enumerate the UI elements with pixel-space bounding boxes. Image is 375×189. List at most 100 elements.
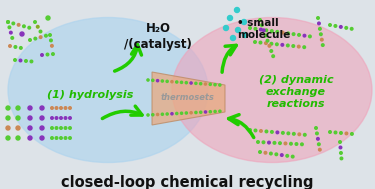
Circle shape — [54, 106, 58, 110]
Circle shape — [50, 44, 54, 48]
Circle shape — [339, 156, 344, 160]
Circle shape — [260, 23, 264, 27]
Polygon shape — [152, 72, 225, 125]
Circle shape — [316, 16, 320, 20]
Circle shape — [280, 31, 285, 35]
Circle shape — [46, 16, 50, 20]
Circle shape — [33, 37, 38, 41]
Circle shape — [259, 129, 263, 133]
Circle shape — [264, 41, 268, 45]
Circle shape — [59, 116, 63, 120]
Circle shape — [180, 112, 183, 115]
Circle shape — [160, 79, 164, 83]
Circle shape — [259, 28, 263, 32]
Circle shape — [236, 28, 240, 33]
Circle shape — [258, 18, 262, 22]
Circle shape — [16, 23, 21, 27]
Text: H₂O
/(catalyst): H₂O /(catalyst) — [124, 22, 192, 51]
Circle shape — [297, 132, 301, 136]
Circle shape — [27, 26, 31, 30]
Circle shape — [308, 34, 312, 38]
Circle shape — [291, 155, 295, 159]
Circle shape — [286, 31, 290, 35]
Circle shape — [275, 30, 279, 34]
Circle shape — [231, 36, 236, 40]
Circle shape — [218, 83, 222, 87]
Circle shape — [213, 110, 217, 113]
Circle shape — [292, 132, 296, 136]
Circle shape — [264, 28, 268, 32]
Circle shape — [273, 141, 276, 145]
Circle shape — [280, 43, 284, 47]
Circle shape — [6, 106, 10, 110]
Circle shape — [68, 106, 72, 110]
Circle shape — [6, 126, 10, 130]
Circle shape — [242, 19, 246, 25]
Circle shape — [40, 136, 44, 140]
Circle shape — [51, 52, 55, 56]
Ellipse shape — [172, 18, 372, 163]
Circle shape — [170, 80, 174, 84]
Circle shape — [146, 78, 150, 82]
Circle shape — [39, 29, 42, 33]
Circle shape — [234, 8, 240, 12]
Circle shape — [184, 81, 188, 84]
Circle shape — [258, 150, 262, 154]
Circle shape — [292, 32, 296, 36]
Circle shape — [68, 126, 72, 130]
Circle shape — [40, 106, 44, 110]
Circle shape — [281, 131, 285, 135]
Circle shape — [165, 80, 169, 83]
Circle shape — [28, 106, 32, 110]
Circle shape — [286, 131, 290, 135]
Circle shape — [6, 20, 10, 24]
Circle shape — [63, 126, 68, 130]
Circle shape — [8, 25, 11, 29]
Circle shape — [316, 137, 320, 141]
Circle shape — [333, 130, 338, 135]
Circle shape — [275, 42, 279, 46]
Circle shape — [320, 38, 324, 42]
Ellipse shape — [8, 18, 208, 163]
Circle shape — [267, 141, 271, 145]
Circle shape — [63, 116, 68, 120]
Circle shape — [59, 126, 63, 130]
Circle shape — [20, 32, 24, 36]
Circle shape — [39, 35, 43, 39]
Circle shape — [16, 126, 20, 130]
Circle shape — [6, 20, 10, 24]
Circle shape — [350, 27, 354, 31]
Circle shape — [54, 126, 58, 130]
Circle shape — [317, 142, 321, 146]
Circle shape — [170, 112, 174, 115]
Circle shape — [68, 116, 72, 120]
Circle shape — [318, 148, 322, 152]
Circle shape — [278, 141, 282, 145]
Circle shape — [54, 136, 58, 140]
Circle shape — [254, 27, 258, 31]
Circle shape — [291, 44, 295, 48]
Circle shape — [59, 106, 63, 110]
Circle shape — [156, 79, 159, 82]
Circle shape — [271, 54, 275, 58]
Circle shape — [338, 140, 342, 144]
Circle shape — [218, 109, 222, 113]
Circle shape — [274, 152, 278, 156]
Circle shape — [266, 39, 270, 43]
Circle shape — [199, 82, 202, 85]
Circle shape — [175, 112, 178, 115]
Circle shape — [33, 20, 37, 24]
Circle shape — [333, 24, 338, 28]
Circle shape — [264, 151, 267, 155]
Circle shape — [269, 42, 273, 46]
Circle shape — [303, 133, 307, 137]
Circle shape — [339, 25, 343, 29]
Circle shape — [8, 44, 12, 48]
Circle shape — [6, 116, 10, 120]
Circle shape — [344, 131, 348, 136]
Circle shape — [302, 45, 306, 49]
Text: • small
molecule: • small molecule — [237, 18, 290, 40]
Circle shape — [253, 40, 257, 44]
Circle shape — [28, 126, 32, 130]
Circle shape — [199, 110, 202, 114]
